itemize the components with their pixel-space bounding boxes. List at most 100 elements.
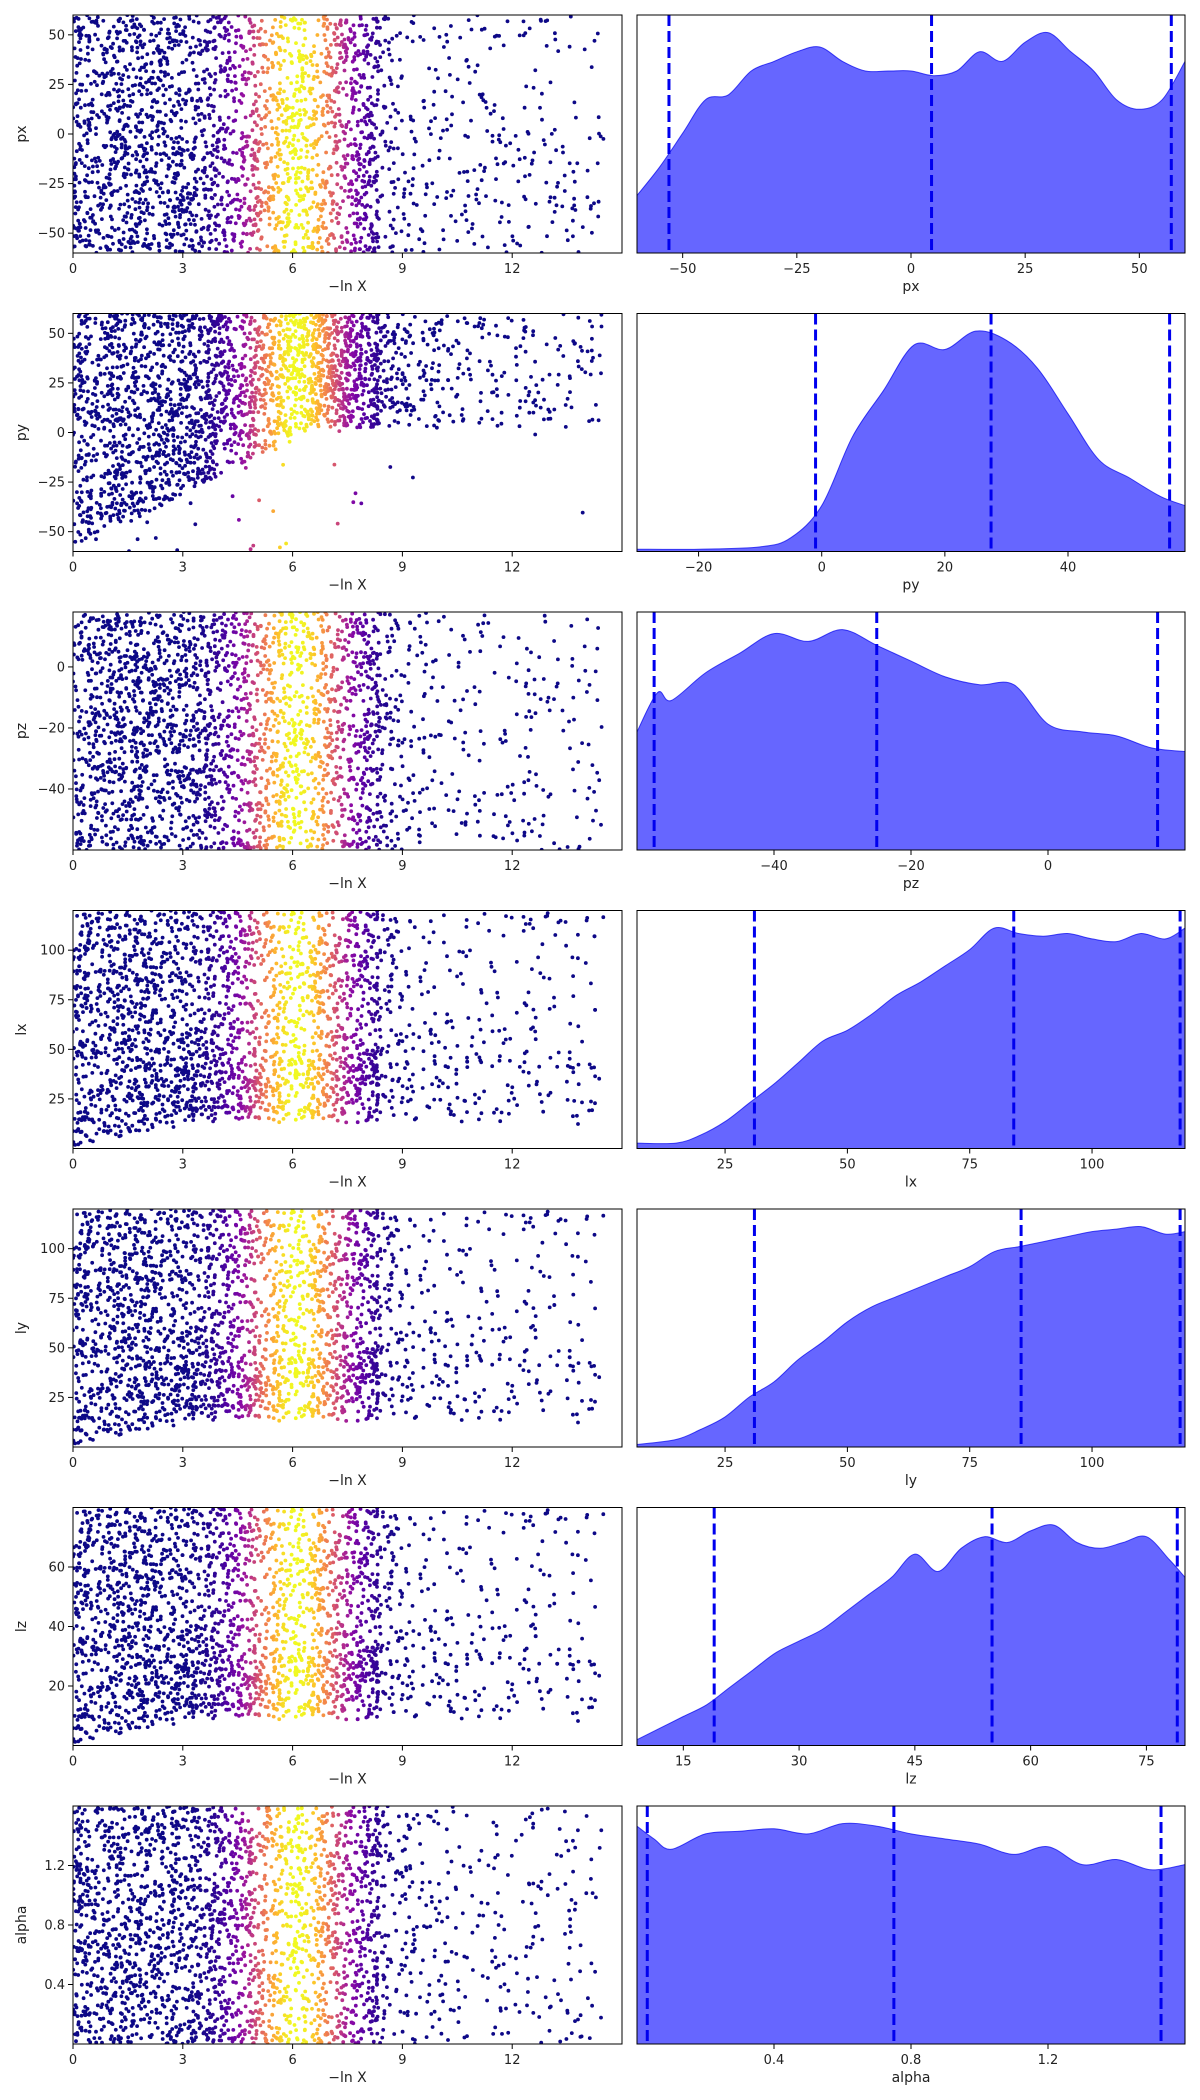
sample-point [224,405,228,409]
sample-point [368,204,373,209]
sample-point [87,242,92,247]
sample-point [268,386,273,390]
sample-point [331,233,335,237]
sample-point [94,250,99,253]
sample-point [240,153,245,158]
sample-point [266,382,270,386]
sample-point [523,399,528,404]
sample-point [351,211,356,216]
sample-point [385,377,389,382]
sample-point [241,93,246,98]
sample-point [420,163,425,168]
sample-point [200,49,205,53]
sample-point [441,386,445,391]
sample-point [354,240,358,245]
sample-point [110,414,115,418]
sample-point [354,319,359,324]
sample-point [267,110,272,115]
sample-point [130,25,135,30]
sample-point [437,35,442,39]
sample-point [363,377,368,382]
sample-point [135,50,140,55]
sample-point [233,80,238,85]
sample-point [458,35,463,40]
sample-point [488,359,492,364]
sample-point [432,89,437,94]
sample-point [134,337,138,342]
sample-point [325,93,330,98]
sample-point [482,317,486,322]
sample-point [432,202,437,207]
sample-point [477,92,482,97]
sample-point [312,50,317,55]
sample-point [207,464,212,469]
sample-point [357,108,362,112]
sample-point [225,92,230,97]
sample-point [441,128,445,133]
sample-point [202,69,206,74]
sample-point [165,433,170,437]
sample-point [315,69,320,74]
sample-point [173,38,177,43]
sample-point [417,417,421,421]
sample-point [127,32,132,37]
sample-point [182,377,187,382]
sample-point [229,377,234,382]
sample-point [270,398,275,403]
sample-point [268,86,272,91]
sample-point [348,40,353,45]
sample-point [527,26,532,31]
sample-point [108,406,112,411]
sample-point [97,73,102,78]
sample-point [292,125,296,130]
sample-point [109,373,114,378]
sample-point [222,26,227,30]
sample-point [138,460,143,465]
sample-point [375,239,379,244]
sample-point [329,353,334,357]
sample-point [205,455,209,459]
sample-point [156,120,161,125]
sample-point [334,160,339,165]
sample-point [134,460,139,464]
sample-point [145,88,150,92]
sample-point [172,16,177,20]
sample-point [85,45,90,50]
sample-point [99,43,104,48]
sample-point [277,148,282,152]
sample-point [199,408,203,412]
sample-point [599,313,604,317]
sample-point [278,320,283,325]
sample-point [393,126,398,131]
sample-point [155,361,159,366]
sample-point [232,374,236,379]
sample-point [204,187,208,192]
sample-point [327,135,332,140]
sample-point [516,147,521,152]
sample-point [130,493,135,498]
sample-point [148,133,153,138]
sample-point [144,457,148,462]
sample-point [278,81,282,86]
sample-point [533,68,538,73]
sample-point [590,417,595,422]
sample-point [480,335,485,340]
sample-point [271,194,276,199]
sample-point [98,337,103,341]
sample-point [326,110,330,114]
sample-point [220,51,225,55]
sample-point [167,418,172,423]
sample-point [531,400,536,405]
sample-point [365,383,369,388]
sample-point [79,466,84,470]
sample-point [266,364,271,369]
sample-point [212,87,217,92]
sample-point [291,376,295,381]
sample-point [347,182,351,186]
sample-point [318,80,323,85]
sample-point [77,28,81,33]
sample-point [335,182,340,187]
sample-point [572,100,577,105]
sample-point [155,408,160,412]
sample-point [344,80,348,85]
